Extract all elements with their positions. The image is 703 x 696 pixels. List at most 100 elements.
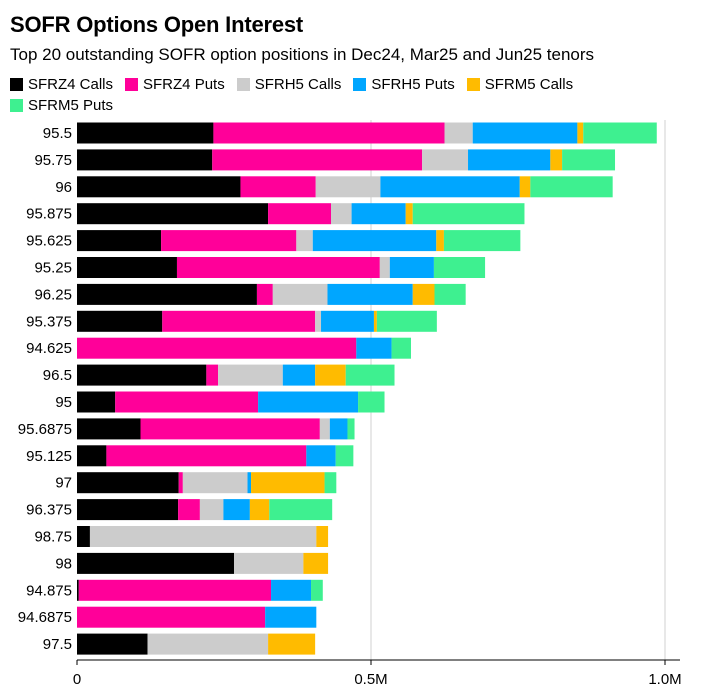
bar-segment xyxy=(434,283,466,305)
bar-segment xyxy=(77,310,163,332)
bar-segment xyxy=(199,499,224,521)
category-label: 96.5 xyxy=(43,367,72,384)
category-label: 96.25 xyxy=(34,286,72,303)
bar-segment xyxy=(380,176,520,198)
bar-segment xyxy=(444,122,473,144)
legend-label: SFRM5 Puts xyxy=(28,97,114,114)
bar-segment xyxy=(77,552,234,574)
bar-segment xyxy=(77,418,141,440)
bar-segment xyxy=(327,283,413,305)
category-label: 94.875 xyxy=(26,582,72,599)
bar-segment xyxy=(519,176,531,198)
bar-segment xyxy=(162,310,316,332)
bar-segment xyxy=(356,337,392,359)
category-label: 95.75 xyxy=(34,152,72,169)
bar-segment xyxy=(321,310,374,332)
bar-segment xyxy=(77,230,162,252)
legend-label: SFRH5 Puts xyxy=(371,76,455,93)
bar-segment xyxy=(77,579,79,601)
legend-item: SFRH5 Puts xyxy=(353,75,455,94)
bar-segment xyxy=(379,257,390,278)
x-tick-label: 1.0M xyxy=(648,671,681,688)
bar-segment xyxy=(436,230,444,252)
chart-title: SOFR Options Open Interest xyxy=(10,12,304,37)
legend-label: SFRZ4 Calls xyxy=(28,76,114,93)
bar-segment xyxy=(316,526,329,547)
bar-segment xyxy=(77,203,269,225)
bar-segment xyxy=(147,633,269,655)
bar-segment xyxy=(77,283,257,305)
bar-segment xyxy=(335,445,354,467)
bar-segment xyxy=(78,579,272,601)
bar-segment xyxy=(161,230,297,252)
bar-segment xyxy=(77,472,179,494)
bar-segment xyxy=(282,364,316,386)
bar-segment xyxy=(315,176,381,198)
bar-segment xyxy=(77,633,148,655)
bar-segment xyxy=(206,364,219,386)
category-label: 95.375 xyxy=(26,313,72,330)
bar-segment xyxy=(77,606,266,628)
category-label: 94.6875 xyxy=(18,609,72,626)
bar-segment xyxy=(391,337,411,359)
bar-segment xyxy=(77,364,207,386)
bar-segment xyxy=(358,391,385,413)
bar-segment xyxy=(312,230,437,252)
bar-segment xyxy=(530,176,613,198)
category-label: 95.125 xyxy=(26,448,72,465)
legend-swatch xyxy=(10,78,23,91)
category-label: 98.75 xyxy=(34,529,72,546)
bar-segment xyxy=(77,122,214,144)
legend-item: SFRZ4 Calls xyxy=(10,75,113,94)
category-label: 95.625 xyxy=(26,233,72,250)
x-tick-label: 0.5M xyxy=(354,671,387,688)
bar-segment xyxy=(212,149,423,171)
category-label: 94.625 xyxy=(26,340,72,357)
bar-segment xyxy=(412,203,525,225)
bar-segment xyxy=(315,364,346,386)
bar-segment xyxy=(233,552,304,574)
bar-segment xyxy=(472,122,578,144)
bar-segment xyxy=(256,283,273,305)
bar-segment xyxy=(319,418,330,440)
bar-segment xyxy=(218,364,283,386)
bar-segment xyxy=(389,257,434,278)
bar-segment xyxy=(315,310,322,332)
legend-swatch xyxy=(466,78,480,91)
bar-segment xyxy=(271,579,312,601)
bar-segment xyxy=(351,203,406,225)
bar-segment xyxy=(577,122,584,144)
bar-segment xyxy=(269,499,333,521)
category-label: 96.375 xyxy=(26,502,72,519)
bar-segment xyxy=(562,149,616,171)
category-label: 95.6875 xyxy=(18,421,72,438)
bar-segment xyxy=(77,526,90,547)
bar-segment xyxy=(443,230,521,252)
category-label: 97 xyxy=(55,475,72,492)
category-label: 95.25 xyxy=(34,260,72,277)
category-label: 97.5 xyxy=(43,636,72,653)
bar-segment xyxy=(251,472,325,494)
bar-segment xyxy=(433,257,486,278)
legend-item: SFRM5 Puts xyxy=(10,96,113,115)
bar-segment xyxy=(77,176,241,198)
legend-label: SFRM5 Calls xyxy=(484,76,574,93)
bar-segment xyxy=(303,552,329,574)
bar-segment xyxy=(77,499,179,521)
bar-segment xyxy=(272,283,328,305)
bar-segment xyxy=(89,526,317,547)
bar-segment xyxy=(249,499,270,521)
bar-segment xyxy=(311,579,323,601)
bar-segment xyxy=(182,472,248,494)
legend-swatch xyxy=(236,78,250,91)
bar-segment xyxy=(347,418,355,440)
bar-segment xyxy=(178,499,200,521)
bar-segment xyxy=(268,633,316,655)
bar-segment xyxy=(213,122,445,144)
legend-swatch xyxy=(125,78,139,91)
bar-segment xyxy=(329,418,348,440)
bar-segment xyxy=(77,149,213,171)
bar-segment xyxy=(140,418,320,440)
bar-segment xyxy=(240,176,316,198)
bar-segment xyxy=(306,445,336,467)
